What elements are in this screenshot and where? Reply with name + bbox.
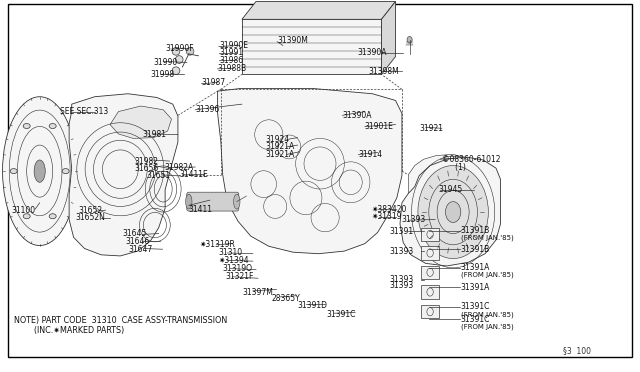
Text: 31393: 31393 <box>389 275 413 284</box>
Polygon shape <box>110 106 172 138</box>
Text: 31390A: 31390A <box>342 111 372 120</box>
Text: 31652: 31652 <box>78 206 102 215</box>
Circle shape <box>172 48 180 55</box>
Text: (1): (1) <box>448 163 466 171</box>
Text: 31391: 31391 <box>389 227 413 236</box>
Text: 31396: 31396 <box>195 105 220 114</box>
Polygon shape <box>400 157 500 266</box>
Text: 31647: 31647 <box>128 245 152 254</box>
Ellipse shape <box>10 169 17 174</box>
Bar <box>242 19 381 74</box>
Text: 31393: 31393 <box>389 281 413 290</box>
Polygon shape <box>242 1 396 19</box>
FancyBboxPatch shape <box>421 285 439 299</box>
Text: 31921A: 31921A <box>266 150 295 159</box>
FancyBboxPatch shape <box>421 246 439 260</box>
Text: 31982: 31982 <box>134 157 159 166</box>
Text: 31397M: 31397M <box>242 288 273 296</box>
FancyBboxPatch shape <box>421 228 439 241</box>
Text: 31100: 31100 <box>12 206 36 215</box>
Polygon shape <box>218 89 402 254</box>
Polygon shape <box>69 94 178 256</box>
Text: 31391A: 31391A <box>461 263 490 272</box>
Text: 31656: 31656 <box>134 164 159 173</box>
Text: 31945: 31945 <box>438 185 463 194</box>
Ellipse shape <box>49 214 56 219</box>
Ellipse shape <box>62 169 69 174</box>
Ellipse shape <box>23 124 30 128</box>
Text: 31921: 31921 <box>419 124 444 133</box>
Ellipse shape <box>445 202 461 222</box>
Text: (FROM JAN.'85): (FROM JAN.'85) <box>461 323 513 330</box>
Text: 31981: 31981 <box>142 130 166 139</box>
Text: 31393: 31393 <box>389 247 413 256</box>
Text: 31310: 31310 <box>219 248 243 257</box>
Polygon shape <box>408 154 481 211</box>
Text: ✷31394: ✷31394 <box>219 256 250 265</box>
Polygon shape <box>381 1 396 74</box>
Text: (INC.✷MARKED PARTS): (INC.✷MARKED PARTS) <box>14 326 124 335</box>
Circle shape <box>172 67 180 74</box>
Text: 31390A: 31390A <box>357 48 387 57</box>
Text: 31391C: 31391C <box>461 315 490 324</box>
Text: 31990E: 31990E <box>220 41 248 50</box>
Text: §3  100: §3 100 <box>563 346 591 355</box>
Text: 31321F: 31321F <box>225 272 253 281</box>
Text: 31391A: 31391A <box>461 283 490 292</box>
Text: 31319O: 31319O <box>223 264 253 273</box>
Text: (FROM JAN.'85): (FROM JAN.'85) <box>461 234 513 241</box>
Text: 31411: 31411 <box>189 205 212 214</box>
Text: 31982A: 31982A <box>164 163 194 171</box>
FancyBboxPatch shape <box>421 305 439 318</box>
Text: ✷383420: ✷383420 <box>371 205 406 214</box>
FancyBboxPatch shape <box>187 192 239 211</box>
Ellipse shape <box>186 194 192 209</box>
Ellipse shape <box>407 36 412 43</box>
Text: 31990: 31990 <box>154 58 178 67</box>
FancyBboxPatch shape <box>421 266 439 279</box>
Text: 31924: 31924 <box>266 135 290 144</box>
Text: 31991: 31991 <box>220 48 244 57</box>
Text: NOTE) PART CODE  31310  CASE ASSY-TRANSMISSION: NOTE) PART CODE 31310 CASE ASSY-TRANSMIS… <box>14 316 227 325</box>
Ellipse shape <box>23 214 30 219</box>
Text: 31998: 31998 <box>150 70 175 79</box>
Text: 31645: 31645 <box>123 229 147 238</box>
Text: 31391B: 31391B <box>461 226 490 235</box>
Text: 31390M: 31390M <box>277 36 308 45</box>
Text: 31393: 31393 <box>401 215 426 224</box>
Text: 31921A: 31921A <box>266 142 295 151</box>
Text: SEE SEC.313: SEE SEC.313 <box>60 107 108 116</box>
Text: (FROM JAN.'85): (FROM JAN.'85) <box>461 311 513 318</box>
Ellipse shape <box>49 124 56 128</box>
Text: 31901E: 31901E <box>365 122 394 131</box>
Text: 31398M: 31398M <box>368 67 399 76</box>
Ellipse shape <box>234 194 240 209</box>
Text: ©08360-61012: ©08360-61012 <box>442 155 500 164</box>
Ellipse shape <box>418 166 488 259</box>
Text: (FROM JAN.'85): (FROM JAN.'85) <box>461 272 513 278</box>
Text: 31651: 31651 <box>146 171 170 180</box>
Ellipse shape <box>3 97 77 246</box>
Circle shape <box>186 48 194 55</box>
Text: 31391B: 31391B <box>461 245 490 254</box>
Circle shape <box>175 56 183 63</box>
Text: 31652N: 31652N <box>76 213 106 222</box>
Text: 31391C: 31391C <box>461 302 490 311</box>
Ellipse shape <box>34 160 45 182</box>
Text: 31646: 31646 <box>125 237 150 246</box>
Text: 31914: 31914 <box>358 150 383 159</box>
Text: 28365Y: 28365Y <box>272 294 301 303</box>
Text: 31987: 31987 <box>202 78 226 87</box>
Text: 31990F: 31990F <box>165 44 194 53</box>
Text: 31988B: 31988B <box>218 64 247 73</box>
Text: 31411E: 31411E <box>179 170 208 179</box>
Text: ✷31319R: ✷31319R <box>200 240 236 249</box>
Text: 31391C: 31391C <box>326 310 356 319</box>
Text: 31986: 31986 <box>220 56 244 65</box>
Text: ✷31319: ✷31319 <box>371 212 402 221</box>
Text: 31391D: 31391D <box>298 301 328 310</box>
